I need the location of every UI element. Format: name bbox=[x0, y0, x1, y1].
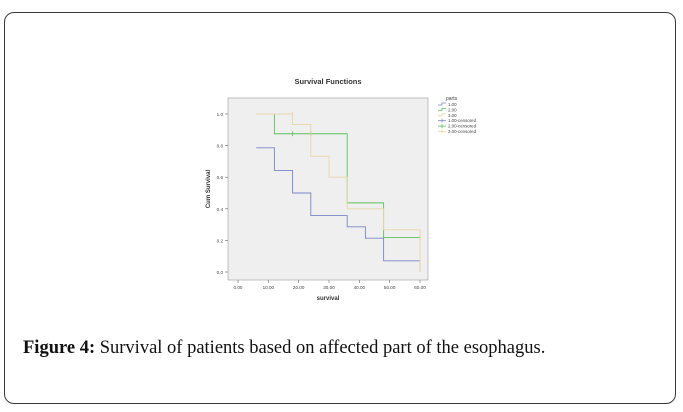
figure-caption: Figure 4: Survival of patients based on … bbox=[23, 335, 663, 362]
legend-entry: 2.00-censored bbox=[448, 124, 477, 129]
x-tick-label: 0.00 bbox=[234, 285, 243, 290]
legend-swatch bbox=[438, 108, 446, 111]
y-tick-label: 0.4 bbox=[217, 207, 224, 212]
x-tick-label: 40.00 bbox=[354, 285, 366, 290]
series-line-1.00 bbox=[256, 147, 421, 272]
legend-swatch bbox=[438, 102, 446, 106]
y-tick-label: 0.0 bbox=[217, 270, 224, 275]
legend-swatch bbox=[438, 113, 446, 117]
figure-label: Figure 4: bbox=[23, 338, 96, 358]
plot-area bbox=[227, 97, 429, 281]
x-tick-label: 10.00 bbox=[263, 285, 275, 290]
survival-chart-svg: Survival Functions 0.0 0.2 0.4 0.6 0.8 1.0 0.00… bbox=[197, 66, 507, 313]
x-tick-label: 30.00 bbox=[323, 285, 335, 290]
legend-title: parts bbox=[446, 96, 458, 102]
figure-caption-text: Survival of patients based on affected p… bbox=[99, 338, 546, 358]
y-tick-label: 0.8 bbox=[217, 144, 224, 149]
x-tick-label: 50.00 bbox=[384, 285, 396, 290]
plot-layer: Survival Functions 0.0 0.2 0.4 0.6 0.8 1.0 0.00… bbox=[206, 77, 477, 302]
series-line-2.00 bbox=[256, 113, 420, 238]
survival-chart: Survival Functions 0.0 0.2 0.4 0.6 0.8 1.0 0.00… bbox=[197, 66, 507, 313]
x-axis-label: survival bbox=[317, 296, 340, 302]
y-tick-label: 0.6 bbox=[217, 175, 224, 180]
figure-frame: Survival Functions 0.0 0.2 0.4 0.6 0.8 1.0 0.00… bbox=[4, 12, 676, 404]
legend-entry: 3.00-censored bbox=[448, 129, 477, 134]
legend-entry: 2.00 bbox=[448, 107, 457, 112]
legend-entry: 1.00-censored bbox=[448, 118, 477, 123]
x-tick-label: 60.00 bbox=[414, 285, 426, 290]
x-tick-label: 20.00 bbox=[293, 285, 305, 290]
legend-entry: 3.00 bbox=[448, 113, 457, 118]
chart-title: Survival Functions bbox=[294, 77, 361, 86]
y-tick-label: 1.0 bbox=[217, 112, 224, 117]
y-axis-label: Cum Survival bbox=[206, 170, 212, 209]
legend-entry: 1.00 bbox=[448, 102, 457, 107]
y-tick-label: 0.2 bbox=[217, 238, 224, 243]
